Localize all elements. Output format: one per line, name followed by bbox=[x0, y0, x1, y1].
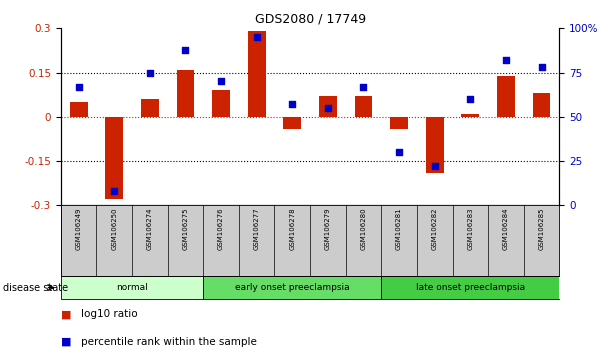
Bar bbox=[283, 117, 301, 129]
Point bbox=[109, 188, 119, 194]
Bar bbox=[203, 276, 381, 299]
Point bbox=[430, 164, 440, 169]
Text: ■: ■ bbox=[61, 309, 71, 319]
Title: GDS2080 / 17749: GDS2080 / 17749 bbox=[255, 13, 365, 26]
Text: GSM106277: GSM106277 bbox=[254, 207, 260, 250]
Bar bbox=[212, 90, 230, 117]
Point bbox=[145, 70, 154, 75]
Text: GSM106285: GSM106285 bbox=[539, 207, 545, 250]
Bar bbox=[461, 114, 479, 117]
Point bbox=[216, 79, 226, 84]
Bar bbox=[247, 31, 266, 117]
Bar bbox=[390, 117, 408, 129]
Text: GSM106279: GSM106279 bbox=[325, 207, 331, 250]
Point bbox=[288, 102, 297, 107]
Text: normal: normal bbox=[116, 283, 148, 292]
Text: GSM106282: GSM106282 bbox=[432, 207, 438, 250]
Point bbox=[74, 84, 83, 90]
Point bbox=[466, 96, 475, 102]
Text: GSM106276: GSM106276 bbox=[218, 207, 224, 250]
Bar bbox=[61, 276, 203, 299]
Bar bbox=[533, 93, 550, 117]
Text: percentile rank within the sample: percentile rank within the sample bbox=[81, 337, 257, 347]
Point bbox=[323, 105, 333, 111]
Text: GSM106250: GSM106250 bbox=[111, 207, 117, 250]
Point bbox=[359, 84, 368, 90]
Text: GSM106278: GSM106278 bbox=[289, 207, 295, 250]
Point bbox=[181, 47, 190, 52]
Bar bbox=[319, 96, 337, 117]
Text: log10 ratio: log10 ratio bbox=[81, 309, 137, 319]
Text: GSM106249: GSM106249 bbox=[75, 207, 81, 250]
Point bbox=[537, 64, 547, 70]
Text: GSM106275: GSM106275 bbox=[182, 207, 188, 250]
Text: ■: ■ bbox=[61, 337, 71, 347]
Bar bbox=[70, 102, 88, 117]
Text: GSM106281: GSM106281 bbox=[396, 207, 402, 250]
Point bbox=[394, 149, 404, 155]
Text: early onset preeclampsia: early onset preeclampsia bbox=[235, 283, 350, 292]
Text: GSM106284: GSM106284 bbox=[503, 207, 509, 250]
Text: GSM106280: GSM106280 bbox=[361, 207, 367, 250]
Point bbox=[252, 34, 261, 40]
Bar bbox=[497, 75, 515, 117]
Bar bbox=[176, 70, 195, 117]
Bar bbox=[105, 117, 123, 199]
Bar bbox=[381, 276, 559, 299]
Text: late onset preeclampsia: late onset preeclampsia bbox=[416, 283, 525, 292]
Bar bbox=[354, 96, 372, 117]
Text: GSM106283: GSM106283 bbox=[468, 207, 474, 250]
Point bbox=[501, 57, 511, 63]
Bar bbox=[141, 99, 159, 117]
Text: GSM106274: GSM106274 bbox=[147, 207, 153, 250]
Text: disease state: disease state bbox=[3, 282, 68, 293]
Bar bbox=[426, 117, 444, 173]
